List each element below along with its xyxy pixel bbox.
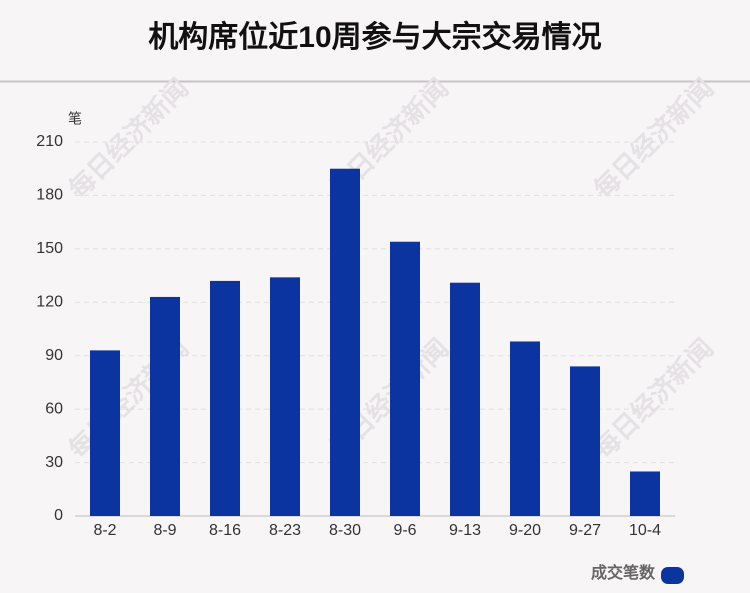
x-tick-label: 8-23 <box>269 522 301 539</box>
legend-swatch <box>661 567 684 584</box>
x-tick-label: 8-16 <box>209 522 241 539</box>
bar <box>630 471 660 516</box>
bar <box>510 341 540 516</box>
y-tick-label: 60 <box>45 400 63 417</box>
legend-label: 成交笔数 <box>591 563 656 582</box>
y-tick-label: 90 <box>45 347 63 364</box>
x-tick-label: 10-4 <box>629 522 661 539</box>
x-tick-label: 9-20 <box>509 522 541 539</box>
bar <box>270 277 300 516</box>
bar <box>450 282 480 516</box>
y-tick-label: 180 <box>36 187 63 204</box>
x-tick-label: 9-13 <box>449 522 481 539</box>
bar <box>150 296 180 516</box>
x-tick-label: 9-27 <box>569 522 601 539</box>
x-tick-label: 8-30 <box>329 522 361 539</box>
bar <box>90 350 120 516</box>
y-tick-label: 210 <box>36 133 63 150</box>
chart-title: 机构席位近10周参与大宗交易情况 <box>148 20 601 54</box>
y-tick-label: 150 <box>36 240 63 257</box>
bar <box>330 168 360 516</box>
y-tick-label: 120 <box>36 294 63 311</box>
bar <box>210 280 240 516</box>
bar <box>390 241 420 516</box>
y-axis-label: 笔 <box>68 111 82 127</box>
y-tick-label: 30 <box>45 454 63 471</box>
bar <box>570 366 600 516</box>
y-tick-label: 0 <box>54 507 63 524</box>
x-tick-label: 8-2 <box>93 522 116 539</box>
x-tick-label: 9-6 <box>393 522 416 539</box>
x-tick-label: 8-9 <box>153 522 176 539</box>
